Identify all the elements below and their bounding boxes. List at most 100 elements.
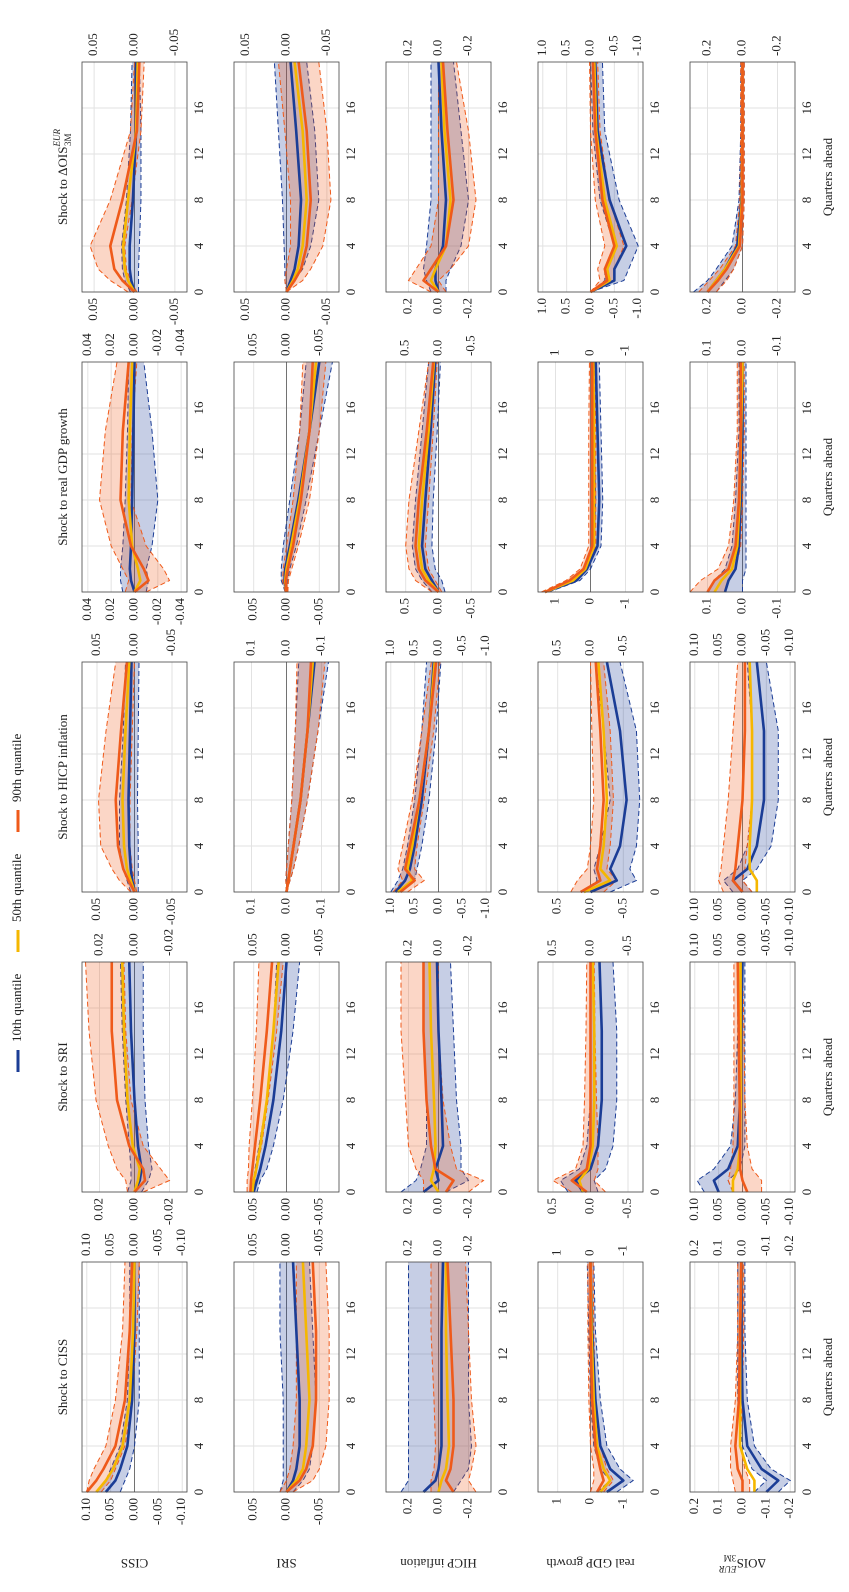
y-tick-label: -0.1 xyxy=(757,1498,772,1519)
y-tick-label-right: -0.2 xyxy=(768,35,783,56)
band xyxy=(279,1262,330,1492)
quantile-line xyxy=(444,1261,455,1493)
band-bound xyxy=(390,661,428,893)
y-tick-label: -1.0 xyxy=(629,298,644,319)
x-tick-label: 4 xyxy=(647,842,662,849)
x-tick-label: 4 xyxy=(191,242,206,249)
y-tick-label: 0.0 xyxy=(429,1198,444,1214)
y-tick-label-right: 0.00 xyxy=(125,1233,140,1256)
x-axis-label: Quarters ahead xyxy=(820,437,835,516)
quantile-line xyxy=(583,661,612,894)
band-bound xyxy=(119,1262,140,1493)
x-tick-label: 16 xyxy=(191,101,206,115)
quantile-line xyxy=(399,661,438,894)
y-tick-label-right: 0.0 xyxy=(733,40,748,56)
quantile-line xyxy=(544,361,596,594)
y-tick-label: -0.05 xyxy=(757,1198,772,1225)
x-tick-label: 8 xyxy=(191,797,206,804)
x-tick-label: 4 xyxy=(343,1142,358,1149)
x-tick-label: 16 xyxy=(647,1301,662,1315)
band-bound xyxy=(589,61,606,293)
y-tick-label: 0.05 xyxy=(85,298,100,321)
quantile-line xyxy=(437,1262,451,1493)
y-tick-label-right: -0.05 xyxy=(149,1229,164,1256)
y-tick-label: 0.10 xyxy=(686,898,701,921)
quantile-line xyxy=(285,1261,311,1493)
x-tick-label: 16 xyxy=(343,401,358,415)
y-tick-label-right: 0.05 xyxy=(710,933,725,956)
band-bound xyxy=(405,361,433,593)
band-bound xyxy=(141,962,153,1193)
band-bound xyxy=(85,961,128,1193)
quantile-line xyxy=(706,62,744,293)
x-tick-label: 16 xyxy=(343,1301,358,1315)
y-tick-label: -0.10 xyxy=(781,898,796,925)
x-tick-label: 0 xyxy=(191,1189,206,1196)
band xyxy=(423,62,469,292)
quantile-line xyxy=(706,362,743,593)
band-bound xyxy=(541,361,590,593)
band-bound xyxy=(590,61,639,293)
y-tick-label: -0.02 xyxy=(160,1198,175,1225)
x-tick-label: 12 xyxy=(647,1048,662,1061)
x-tick-label: 0 xyxy=(343,289,358,296)
band-bound xyxy=(739,1262,751,1492)
y-tick-label-right: 0.0 xyxy=(277,640,292,656)
y-tick-label: 0.2 xyxy=(399,1498,414,1514)
y-tick-label-right: 0.5 xyxy=(558,40,573,56)
band xyxy=(541,362,596,592)
panel-title-sub: 3M xyxy=(63,134,73,147)
y-tick-label: 0.00 xyxy=(277,1198,292,1221)
x-tick-label: 12 xyxy=(799,448,814,461)
quantile-line xyxy=(580,661,605,894)
band xyxy=(401,962,469,1192)
panel-title-main: Shock to HICP inflation xyxy=(55,714,70,840)
band-bound xyxy=(590,61,615,293)
band-bound xyxy=(286,61,320,293)
y-tick-label: 0.00 xyxy=(125,298,140,321)
quantile-line xyxy=(285,61,303,293)
band-bound xyxy=(407,62,439,293)
band-bound xyxy=(100,1261,140,1493)
y-tick-label-right: 1 xyxy=(546,350,561,357)
y-tick-label: -0.10 xyxy=(781,1198,796,1225)
x-tick-label: 0 xyxy=(191,589,206,596)
y-tick-label: -0.05 xyxy=(166,298,181,325)
band-bound xyxy=(89,61,135,293)
x-tick-label: 8 xyxy=(495,1397,510,1404)
quantile-line xyxy=(748,661,759,892)
y-tick-label: 0.5 xyxy=(406,898,421,914)
axes-box xyxy=(233,661,340,893)
y-tick-label-right: -0.1 xyxy=(757,1235,772,1256)
y-tick-label: 0.5 xyxy=(544,1198,559,1214)
x-tick-label: 12 xyxy=(191,448,206,461)
band xyxy=(690,362,745,592)
y-tick-label-right: -0.1 xyxy=(312,635,327,656)
quantile-line xyxy=(110,962,147,1193)
panel-title: Shock to ΔOISEUR3M xyxy=(52,129,73,225)
band-bound xyxy=(98,361,130,593)
x-tick-label: 12 xyxy=(343,1348,358,1361)
band-bound xyxy=(559,962,591,1193)
panel-title-main: Shock to CISS xyxy=(55,1339,70,1416)
quantile-line xyxy=(422,61,455,294)
y-tick-label: 0.0 xyxy=(429,298,444,314)
y-tick-label: 0.1 xyxy=(710,1498,725,1514)
x-tick-label: 0 xyxy=(647,889,662,896)
x-tick-label: 8 xyxy=(495,797,510,804)
y-tick-label-right: -0.5 xyxy=(453,635,468,656)
panel-title-main: Shock to real GDP growth xyxy=(55,408,70,546)
x-tick-label: 4 xyxy=(343,1442,358,1449)
quantile-line xyxy=(736,961,749,1193)
y-tick-label-right: 0.2 xyxy=(399,940,414,956)
band-bound xyxy=(392,661,432,893)
x-tick-label: 8 xyxy=(647,197,662,204)
band-bound xyxy=(693,62,742,293)
x-tick-label: 0 xyxy=(799,589,814,596)
quantile-line xyxy=(577,961,596,1193)
band-bound xyxy=(570,661,595,893)
x-tick-label: 16 xyxy=(191,401,206,415)
x-axis-label: Quarters ahead xyxy=(820,737,835,816)
y-tick-label-right: -0.10 xyxy=(781,929,796,956)
axes-box xyxy=(81,661,188,893)
